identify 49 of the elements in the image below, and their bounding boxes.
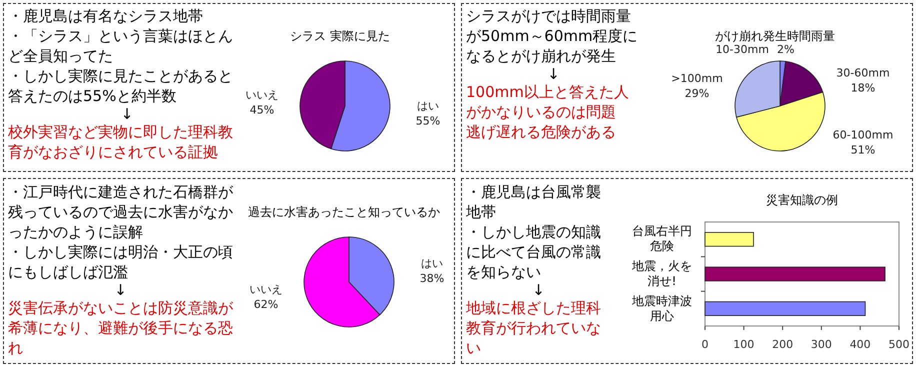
slice-label: はい bbox=[417, 100, 439, 113]
y-tick-label: 地震時津波用心 bbox=[631, 294, 693, 324]
chart-title: シラス 実際に見た bbox=[290, 29, 390, 43]
text: ・しかし地震の知識に比べて台風の常識を知らない bbox=[466, 222, 602, 282]
chart-title: がけ崩れ発生時間雨量 bbox=[715, 29, 835, 43]
y-tick-label: 地震，火を消せ! bbox=[631, 259, 693, 289]
data-label: 62% bbox=[254, 298, 278, 312]
text: ・しかし実際に見たことがあると答えたのは55%と約半数 bbox=[8, 66, 234, 106]
bar bbox=[704, 266, 886, 282]
text: 校外実習など実物に即した理科教育がなおざりにされている証拠 bbox=[8, 122, 234, 162]
text: ↓ bbox=[546, 65, 561, 83]
data-label: 38% bbox=[420, 272, 444, 285]
y-tick-label: 台風右半円危険 bbox=[631, 224, 693, 254]
text: ・「シラス」という言葉はほとんど全員知ってた bbox=[8, 26, 234, 66]
slice-label: いいえ bbox=[246, 88, 278, 102]
x-tick-label: 300 bbox=[810, 338, 832, 351]
text: ・江戸時代に建造された石橋群が残っているので過去に水害がなかったかのように誤解 bbox=[8, 182, 233, 242]
x-tick-label: 0 bbox=[702, 338, 708, 351]
text: ・鹿児島は有名なシラス地帯 bbox=[8, 6, 204, 26]
data-label: 51% bbox=[850, 143, 876, 156]
text: ・しかし実際には明治・大正の頃にもしばしば氾濫 bbox=[8, 242, 233, 282]
text: ↓ bbox=[120, 105, 134, 123]
slice-label: 60-100mm bbox=[832, 128, 894, 142]
text: 逃げ遅れる危険がある bbox=[466, 122, 617, 142]
slice-label: >100mm bbox=[671, 72, 723, 86]
x-tick-label: 200 bbox=[772, 338, 794, 351]
slice-label: 30-60mm bbox=[836, 66, 890, 80]
text: ・鹿児島は台風常襲地帯 bbox=[466, 182, 602, 222]
chart-title: 災害知識の例 bbox=[766, 193, 838, 207]
data-label: 18% bbox=[850, 81, 876, 94]
chart-title: 過去に水害あったこと知っているか bbox=[248, 205, 440, 219]
bar bbox=[704, 232, 754, 247]
data-label: 2% bbox=[776, 43, 794, 56]
x-tick-label: 400 bbox=[850, 338, 871, 351]
text: ↓ bbox=[113, 281, 128, 299]
data-label: 55% bbox=[416, 114, 440, 128]
x-tick-label: 500 bbox=[888, 338, 910, 351]
slice-label: いいえ bbox=[250, 283, 282, 296]
data-label: 45% bbox=[250, 103, 274, 116]
slice-label: はい bbox=[421, 256, 443, 270]
text: 地域に根ざした理科教育が行われていない bbox=[466, 298, 602, 358]
text: 100mm以上と答えた人がかなりいるのは問題 bbox=[466, 82, 630, 122]
text: 災害伝承がないことは防災意識が希薄になり、避難が後手になる恐れ bbox=[8, 298, 233, 358]
text: シラスがけでは時間雨量が50mm～60mm程度になるとがけ崩れが発生 bbox=[466, 6, 639, 66]
data-label: 29% bbox=[684, 87, 710, 100]
text: ↓ bbox=[531, 281, 546, 299]
slice-label: 10-30mm bbox=[716, 43, 769, 56]
bar bbox=[704, 301, 866, 316]
x-tick-label: 100 bbox=[733, 338, 754, 351]
